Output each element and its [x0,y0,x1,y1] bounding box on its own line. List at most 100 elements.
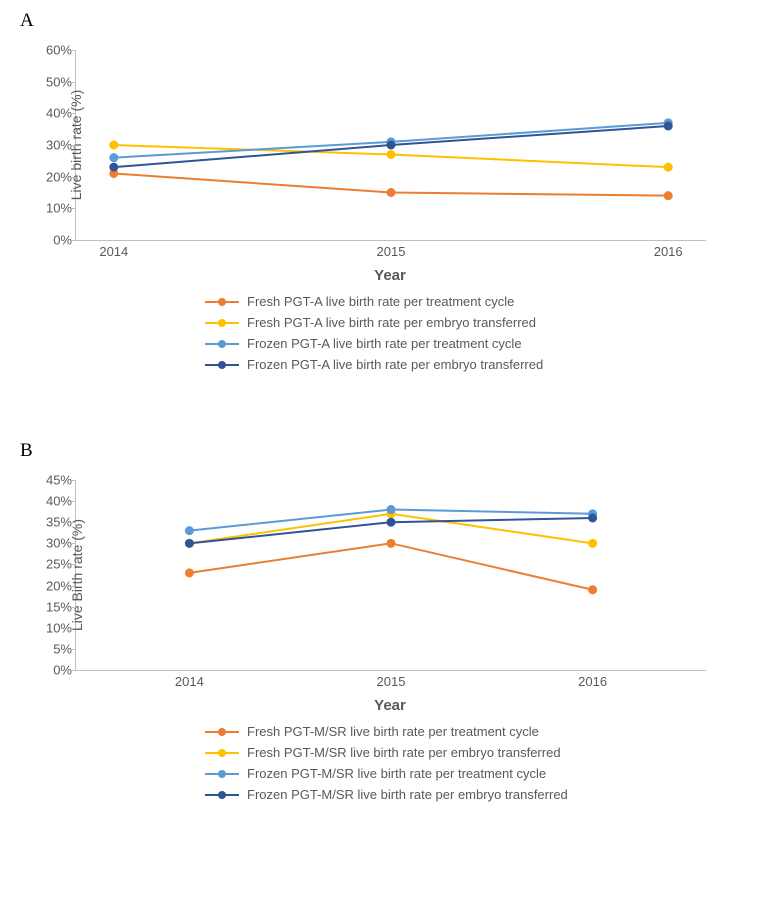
chart-a-y-tick-label: 10% [34,201,72,216]
chart-b-y-tick-label: 20% [34,578,72,593]
chart-b-series-marker-frozen-pgtm-embryo [185,539,194,548]
chart-a-y-tick-mark [71,177,76,178]
chart-b-legend-label-fresh-pgtm-embryo: Fresh PGT-M/SR live birth rate per embry… [247,745,561,760]
chart-a-legend-item-frozen-pgta-embryo: Frozen PGT-A live birth rate per embryo … [205,357,705,372]
page: { "panelA": { "label": "A", "y_axis_titl… [0,0,781,909]
chart-b: Live Birth rate (%) 0%5%10%15%20%25%30%3… [75,480,705,808]
chart-b-legend-label-frozen-pgtm-embryo: Frozen PGT-M/SR live birth rate per embr… [247,787,568,802]
chart-b-y-tick-label: 25% [34,557,72,572]
legend-dot-icon [218,361,226,369]
chart-a-y-tick-label: 20% [34,169,72,184]
chart-a: Live birth rate (%) 0%10%20%30%40%50%60%… [75,50,705,378]
chart-b-y-tick-mark [71,501,76,502]
chart-b-series-line-fresh-pgtm-cycle [189,543,592,589]
chart-a-legend-label-frozen-pgta-embryo: Frozen PGT-A live birth rate per embryo … [247,357,543,372]
chart-a-legend-swatch-frozen-pgta-embryo [205,358,239,372]
chart-b-legend-item-fresh-pgtm-embryo: Fresh PGT-M/SR live birth rate per embry… [205,745,705,760]
legend-dot-icon [218,298,226,306]
chart-b-y-tick-label: 35% [34,515,72,530]
chart-b-svg [76,480,706,670]
chart-a-series-marker-fresh-pgta-cycle [664,191,673,200]
chart-a-plot-area: Live birth rate (%) 0%10%20%30%40%50%60%… [75,50,706,241]
chart-a-y-tick-mark [71,50,76,51]
chart-b-y-tick-mark [71,649,76,650]
chart-a-y-tick-label: 0% [34,233,72,248]
chart-a-y-tick-label: 30% [34,138,72,153]
panel-label-b: B [20,440,33,462]
legend-dot-icon [218,749,226,757]
chart-b-legend-label-frozen-pgtm-cycle: Frozen PGT-M/SR live birth rate per trea… [247,766,546,781]
chart-a-y-tick-mark [71,240,76,241]
chart-a-y-tick-mark [71,82,76,83]
chart-a-series-marker-frozen-pgta-embryo [109,163,118,172]
chart-b-y-tick-mark [71,628,76,629]
chart-b-x-axis-title: Year [75,697,705,714]
chart-b-y-tick-label: 40% [34,494,72,509]
chart-a-legend-label-fresh-pgta-embryo: Fresh PGT-A live birth rate per embryo t… [247,315,536,330]
chart-a-y-tick-mark [71,113,76,114]
chart-b-series-marker-fresh-pgtm-embryo [588,539,597,548]
chart-a-y-tick-mark [71,145,76,146]
chart-b-y-tick-mark [71,522,76,523]
chart-b-y-tick-label: 30% [34,536,72,551]
legend-dot-icon [218,319,226,327]
chart-a-x-tick-label: 2014 [99,244,128,259]
chart-b-legend-item-frozen-pgtm-cycle: Frozen PGT-M/SR live birth rate per trea… [205,766,705,781]
chart-b-y-tick-mark [71,670,76,671]
chart-a-legend-label-fresh-pgta-cycle: Fresh PGT-A live birth rate per treatmen… [247,294,514,309]
chart-a-series-marker-fresh-pgta-cycle [387,188,396,197]
chart-b-y-tick-mark [71,607,76,608]
chart-b-series-marker-frozen-pgtm-embryo [387,518,396,527]
chart-b-y-tick-mark [71,564,76,565]
chart-a-legend-swatch-frozen-pgta-cycle [205,337,239,351]
chart-b-legend-label-fresh-pgtm-cycle: Fresh PGT-M/SR live birth rate per treat… [247,724,539,739]
chart-b-y-tick-mark [71,543,76,544]
chart-a-series-marker-fresh-pgta-embryo [664,163,673,172]
chart-a-x-tick-label: 2016 [654,244,683,259]
chart-a-svg [76,50,706,240]
chart-a-legend-swatch-fresh-pgta-embryo [205,316,239,330]
legend-dot-icon [218,340,226,348]
chart-a-legend-item-fresh-pgta-cycle: Fresh PGT-A live birth rate per treatmen… [205,294,705,309]
chart-b-y-tick-label: 15% [34,599,72,614]
chart-a-y-tick-label: 40% [34,106,72,121]
chart-b-legend-swatch-fresh-pgtm-embryo [205,746,239,760]
chart-b-series-marker-fresh-pgtm-cycle [387,539,396,548]
chart-a-y-tick-label: 50% [34,74,72,89]
chart-b-y-tick-label: 0% [34,663,72,678]
chart-a-legend-item-frozen-pgta-cycle: Frozen PGT-A live birth rate per treatme… [205,336,705,351]
chart-a-legend-swatch-fresh-pgta-cycle [205,295,239,309]
legend-dot-icon [218,728,226,736]
legend-dot-icon [218,770,226,778]
chart-a-y-tick-label: 60% [34,43,72,58]
chart-b-legend: Fresh PGT-M/SR live birth rate per treat… [205,724,705,802]
chart-b-legend-swatch-frozen-pgtm-embryo [205,788,239,802]
chart-b-x-tick-label: 2015 [377,674,406,689]
chart-b-legend-swatch-fresh-pgtm-cycle [205,725,239,739]
chart-b-y-tick-label: 10% [34,620,72,635]
chart-a-legend-label-frozen-pgta-cycle: Frozen PGT-A live birth rate per treatme… [247,336,522,351]
legend-dot-icon [218,791,226,799]
chart-a-series-marker-fresh-pgta-embryo [387,150,396,159]
chart-b-x-tick-label: 2014 [175,674,204,689]
chart-b-y-tick-label: 5% [34,641,72,656]
chart-a-series-marker-frozen-pgta-embryo [387,141,396,150]
chart-b-series-marker-frozen-pgtm-cycle [387,505,396,514]
chart-a-series-marker-frozen-pgta-embryo [664,122,673,131]
chart-b-y-tick-label: 45% [34,473,72,488]
chart-b-series-marker-fresh-pgtm-cycle [185,568,194,577]
chart-a-series-marker-frozen-pgta-cycle [109,153,118,162]
chart-b-plot-area: Live Birth rate (%) 0%5%10%15%20%25%30%3… [75,480,706,671]
chart-a-y-tick-mark [71,208,76,209]
panel-label-a: A [20,10,34,32]
chart-b-y-tick-mark [71,480,76,481]
chart-b-series-marker-frozen-pgtm-cycle [185,526,194,535]
chart-b-x-tick-label: 2016 [578,674,607,689]
chart-b-legend-swatch-frozen-pgtm-cycle [205,767,239,781]
chart-a-x-axis-title: Year [75,267,705,284]
chart-a-legend: Fresh PGT-A live birth rate per treatmen… [205,294,705,372]
chart-a-legend-item-fresh-pgta-embryo: Fresh PGT-A live birth rate per embryo t… [205,315,705,330]
chart-a-series-marker-fresh-pgta-embryo [109,141,118,150]
chart-b-legend-item-frozen-pgtm-embryo: Frozen PGT-M/SR live birth rate per embr… [205,787,705,802]
chart-a-x-tick-label: 2015 [377,244,406,259]
